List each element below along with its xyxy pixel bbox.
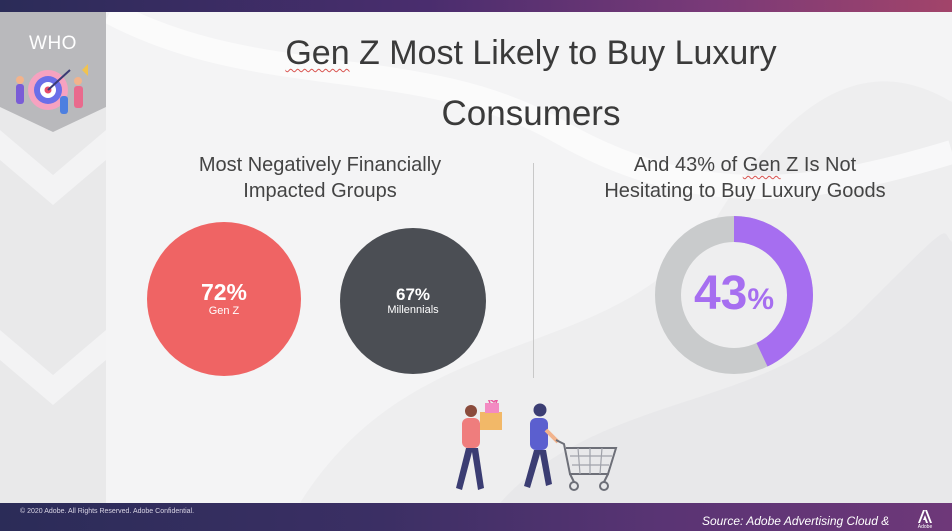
footer-bar [0,503,952,531]
top-accent-bar [0,0,952,12]
millennials-stat-value: 67% [395,285,431,304]
title-word-gen: Gen [285,34,350,72]
adobe-logo-icon [918,510,932,523]
section-label: WHO [29,33,77,54]
adobe-logo-text: Adobe [917,524,933,530]
source-note: Source: Adobe Advertising Cloud & [702,514,890,528]
genz-stat-circle: 72% Gen Z [147,222,301,376]
left-heading-line2: Impacted Groups [243,180,397,202]
page-title-line2: Consumers [441,94,621,133]
right-heading-text-a: And 43% of [633,154,743,176]
donut-value: 43% [655,266,813,321]
title-rest: Z Most Likely to Buy Luxury [349,34,777,72]
donut-arc [655,216,813,374]
genz-stat-value: 72% [200,279,248,305]
left-heading-line1: Most Negatively Financially [198,154,442,176]
shoppers-illustration [456,400,618,491]
donut-chart [655,216,813,374]
copyright-notice: © 2020 Adobe. All Rights Reserved. Adobe… [20,508,195,515]
target-team-illustration [16,64,88,114]
right-heading-word-gen: Gen [742,154,781,176]
left-heading: Most Negatively Financially Impacted Gro… [170,152,470,204]
right-heading-line1: And 43% of Gen Z Is Not [570,152,920,178]
right-heading-text-c: Z Is Not [780,154,857,176]
genz-stat-label: Gen Z [208,305,240,317]
page-title: Gen Z Most Likely to Buy Luxury [110,34,952,73]
right-heading: And 43% of Gen Z Is Not Hesitating to Bu… [570,152,920,204]
right-heading-line2: Hesitating to Buy Luxury Goods [604,180,886,202]
donut-number: 43 [693,267,748,320]
chevron-decoration [0,130,106,405]
millennials-stat-label: Millennials [387,304,439,316]
millennials-stat-circle: 67% Millennials [340,228,486,374]
background-swirl [104,12,952,503]
panel-divider [533,163,534,378]
donut-percent-symbol: % [747,283,775,316]
